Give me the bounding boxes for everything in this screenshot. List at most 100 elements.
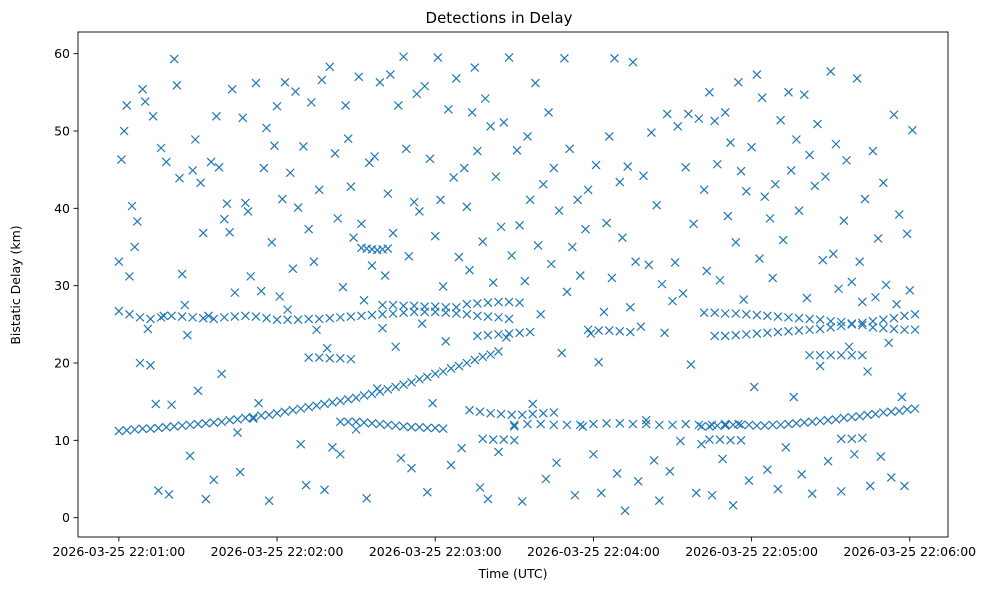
data-point [140,97,150,107]
data-point [127,201,137,211]
data-point [235,467,245,477]
data-point [169,54,179,64]
data-point [341,101,351,110]
data-point [240,311,250,321]
data-point [694,114,704,124]
data-point [414,422,424,432]
data-point [718,454,728,464]
data-point [240,413,250,423]
data-point [327,398,337,407]
data-point [820,172,830,182]
data-point [641,415,651,425]
y-tick-label: 0 [62,510,70,525]
data-point [430,231,440,241]
data-point [910,404,920,414]
data-point [314,185,324,195]
data-point [138,424,148,434]
data-point [602,218,612,228]
data-point [681,419,691,429]
data-point [425,154,435,164]
data-point [188,312,198,322]
data-point [815,416,825,426]
data-point [272,315,282,325]
data-point [486,121,496,131]
data-point [391,382,401,392]
data-point [625,327,635,337]
data-point [588,449,598,459]
data-point [760,421,770,431]
data-point [752,310,762,320]
data-point [209,314,219,324]
data-point [602,418,612,428]
data-point [778,235,788,245]
data-point [549,163,559,173]
data-point [639,171,648,181]
data-point [420,302,430,311]
data-point [815,350,825,360]
data-point [641,419,651,429]
data-point [525,327,535,337]
data-point [164,490,174,499]
data-point [335,353,345,363]
y-tick-label: 60 [54,46,70,61]
data-point [383,420,393,430]
data-point [807,489,817,499]
data-point [204,311,213,321]
data-point [214,162,224,172]
data-point [135,312,145,322]
data-point [272,408,282,418]
data-point [784,419,793,429]
data-point [805,325,815,335]
data-point [855,411,865,421]
data-point [185,451,195,461]
data-point [731,330,741,340]
data-point [575,420,585,430]
data-point [378,323,387,333]
data-point [881,280,891,290]
data-point [530,78,540,88]
data-point [343,417,353,427]
data-point [815,324,825,334]
data-point [438,367,448,376]
data-point [504,53,514,62]
data-point [762,465,772,475]
data-point [591,160,601,170]
data-point [462,299,472,309]
data-point [454,361,464,371]
data-point [314,314,324,324]
data-point [486,350,496,359]
data-point [114,426,124,436]
data-point [567,242,577,252]
y-tick-label: 20 [54,355,70,370]
data-point [707,490,717,500]
data-point [533,241,543,250]
data-point [378,300,387,310]
data-point [494,297,503,307]
data-point [773,327,783,337]
data-point [794,206,804,216]
data-point [209,475,219,485]
data-point [364,158,374,168]
data-point [794,326,804,335]
data-point [610,53,619,63]
data-point [839,216,849,226]
data-point [146,360,155,370]
data-point [628,57,638,67]
y-tick-label: 40 [54,201,70,216]
data-point [227,84,237,94]
data-point [704,421,714,431]
data-point [847,277,857,287]
data-point [304,402,314,412]
data-point [172,80,182,90]
data-point [831,139,841,149]
data-point [304,224,314,234]
data-point [768,420,778,430]
data-point [907,125,917,135]
data-point [475,407,485,417]
data-point [430,302,440,311]
data-point [483,330,493,340]
data-point [156,143,166,153]
data-point [910,325,920,335]
data-point [559,53,569,63]
data-point [905,285,915,295]
